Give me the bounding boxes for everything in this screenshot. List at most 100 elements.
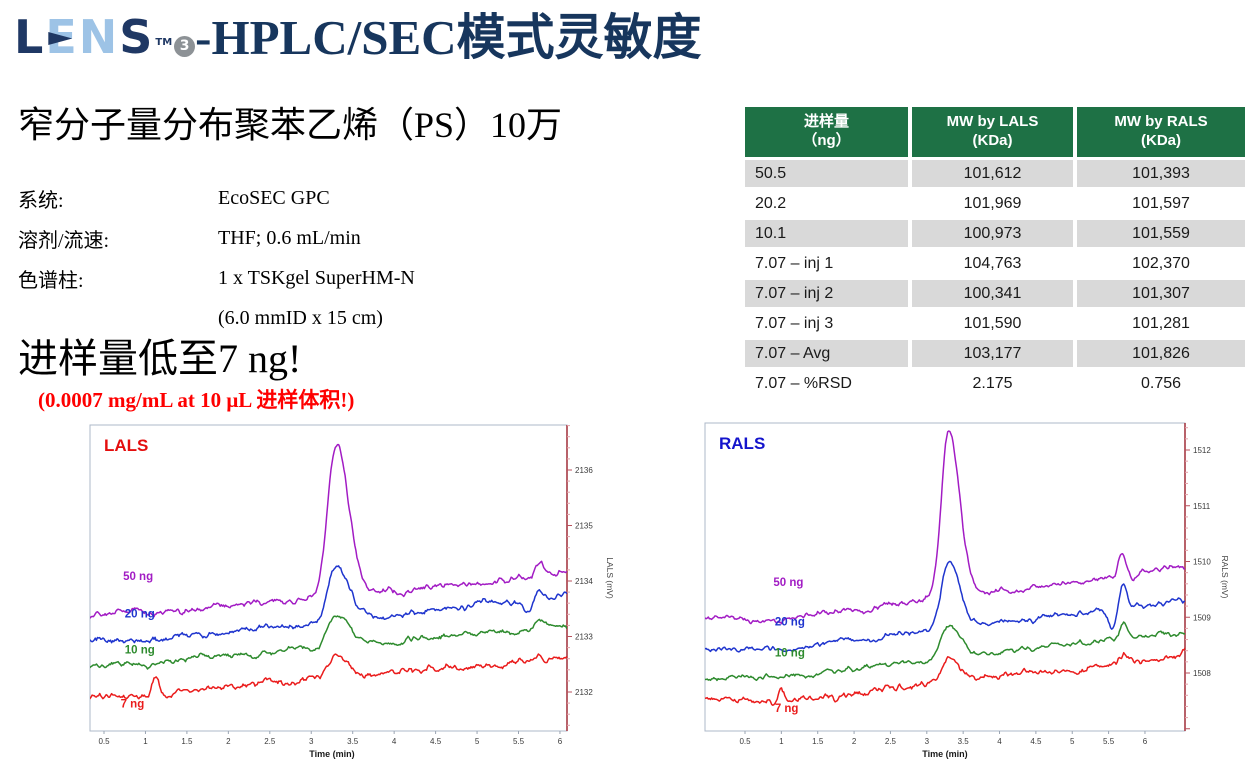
spec-row-system: 系统: EcoSEC GPC (18, 178, 415, 218)
lals-chart: 2132 2133 2134 2135 2136 LALS (mV) 0.5 1 1.5 2 2.5… (85, 418, 630, 767)
table-header-cell: MW by RALS (KDa) (1073, 107, 1245, 157)
table-cell: 2.175 (908, 370, 1073, 397)
y-axis-title: LALS (mV) (605, 557, 615, 599)
y-tick-label: 1511 (1193, 502, 1211, 511)
trace-7ng (705, 647, 1185, 706)
x-tick-label: 1.5 (812, 737, 824, 746)
detector-label: LALS (104, 436, 148, 455)
series-label: 7 ng (775, 703, 799, 715)
injection-claim: 进样量低至7 ng! (18, 336, 302, 381)
x-tick-label: 2 (852, 737, 857, 746)
table-row: 7.07 – inj 1 104,763 102,370 (745, 250, 1245, 277)
table-cell: 50.5 (745, 160, 908, 187)
table-header-cell: 进样量 （ng） (745, 107, 908, 157)
table-row: 50.5 101,612 101,393 (745, 160, 1245, 187)
x-tick-label: 1 (779, 737, 784, 746)
logo-letter-e: E (45, 8, 78, 66)
y-tick-label: 2134 (575, 577, 593, 586)
spec-label: 溶剂/流速: (18, 229, 110, 252)
trace-7ng (90, 653, 567, 700)
sample-heading: 窄分子量分布聚苯乙烯（PS）10万 (18, 105, 563, 145)
x-tick-label: 1.5 (181, 737, 193, 746)
y-tick-label: 2132 (575, 688, 593, 697)
y-tick-label: 2136 (575, 466, 593, 475)
table-cell: 7.07 – Avg (745, 340, 908, 367)
lals-chromatogram-svg: 2132 2133 2134 2135 2136 LALS (mV) 0.5 1 1.5 2 2.5… (89, 424, 615, 759)
y-tick-label: 1508 (1193, 669, 1211, 678)
mw-table-container: 进样量 （ng） MW by LALS (KDa) MW by RALS (KDa) … (745, 104, 1245, 400)
x-tick-label: 4 (997, 737, 1002, 746)
table-cell: 101,307 (1073, 280, 1245, 307)
traces-group (705, 430, 1185, 706)
page-title: -HPLC/SEC模式灵敏度 (195, 10, 702, 65)
rals-chart: 1508 1509 1510 1511 1512 RALS (mV) 0.5 1 1.5 2 2.5… (700, 416, 1245, 767)
trace-50ng (705, 430, 1185, 625)
x-tick-label: 6 (558, 737, 563, 746)
mw-table: 进样量 （ng） MW by LALS (KDa) MW by RALS (KDa) … (745, 104, 1245, 400)
x-tick-label: 5 (1070, 737, 1075, 746)
trace-10ng (705, 621, 1185, 682)
x-tick-label: 2.5 (264, 737, 276, 746)
x-tick-label: 4 (392, 737, 397, 746)
x-tick-label: 3.5 (958, 737, 970, 746)
table-cell: 101,590 (908, 310, 1073, 337)
y-tick-label: 1510 (1193, 558, 1211, 567)
spec-row-column: 色谱柱: 1 x TSKgel SuperHM-N (18, 258, 415, 298)
x-tick-label: 0.5 (98, 737, 110, 746)
table-cell: 101,281 (1073, 310, 1245, 337)
y-tick-label: 2133 (575, 633, 593, 642)
x-tick-label: 4.5 (1030, 737, 1042, 746)
x-tick-label: 0.5 (739, 737, 751, 746)
table-cell: 101,559 (1073, 220, 1245, 247)
x-axis-title: Time (min) (309, 749, 354, 759)
table-cell: 0.756 (1073, 370, 1245, 397)
table-row: 10.1 100,973 101,559 (745, 220, 1245, 247)
logo-letter-s: S (119, 10, 155, 64)
table-cell: 20.2 (745, 190, 908, 217)
header: L E N S TM 3 -HPLC/SEC模式灵敏度 (14, 8, 702, 72)
table-row: 7.07 – %RSD 2.175 0.756 (745, 370, 1245, 397)
table-row: 7.07 – Avg 103,177 101,826 (745, 340, 1245, 367)
y-axis-title: RALS (mV) (1220, 556, 1230, 599)
concentration-note: (0.0007 mg/mL at 10 μL 进样体积!) (38, 388, 355, 412)
x-tick-label: 3 (925, 737, 930, 746)
trace-10ng (90, 615, 567, 670)
table-row: 7.07 – inj 2 100,341 101,307 (745, 280, 1245, 307)
table-cell: 100,341 (908, 280, 1073, 307)
x-axis-title: Time (min) (922, 749, 967, 759)
spec-value: THF; 0.6 mL/min (218, 226, 361, 249)
x-tick-label: 6 (1143, 737, 1148, 746)
x-tick-label: 2 (226, 737, 231, 746)
lens-logo: L E N S TM 3 (14, 8, 196, 72)
table-cell: 7.07 – %RSD (745, 370, 908, 397)
rals-chromatogram-svg: 1508 1509 1510 1511 1512 RALS (mV) 0.5 1 1.5 2 2.5… (704, 422, 1230, 759)
spec-label: 系统: (18, 189, 64, 212)
table-row: 7.07 – inj 3 101,590 101,281 (745, 310, 1245, 337)
y-tick-label: 2135 (575, 522, 593, 531)
trace-50ng (90, 443, 567, 619)
x-tick-label: 2.5 (885, 737, 897, 746)
table-cell: 101,597 (1073, 190, 1245, 217)
plot-area (90, 425, 567, 731)
table-cell: 7.07 – inj 2 (745, 280, 908, 307)
logo-letter-n: N (78, 10, 120, 64)
x-tick-label: 3 (309, 737, 314, 746)
spec-list: 系统: EcoSEC GPC 溶剂/流速: THF; 0.6 mL/min 色谱… (18, 178, 415, 338)
table-cell: 101,612 (908, 160, 1073, 187)
table-header-row: 进样量 （ng） MW by LALS (KDa) MW by RALS (KDa) (745, 107, 1245, 157)
x-tick-label: 1 (143, 737, 148, 746)
table-cell: 101,969 (908, 190, 1073, 217)
series-label: 20 ng (775, 617, 805, 629)
table-cell: 101,393 (1073, 160, 1245, 187)
x-tick-label: 5 (475, 737, 480, 746)
spec-value: (6.0 mmID x 15 cm) (218, 306, 383, 329)
y-tick-label: 1512 (1193, 446, 1211, 455)
spec-row-solvent: 溶剂/流速: THF; 0.6 mL/min (18, 218, 415, 258)
table-header-cell: MW by LALS (KDa) (908, 107, 1073, 157)
spec-label: 色谱柱: (18, 269, 84, 292)
table-row: 20.2 101,969 101,597 (745, 190, 1245, 217)
x-tick-label: 5.5 (1103, 737, 1115, 746)
mw-table-body: 50.5 101,612 101,393 20.2 101,969 101,597 10.1… (745, 160, 1245, 397)
spec-row-column-dims: (6.0 mmID x 15 cm) (18, 298, 415, 338)
trace-20ng (90, 565, 567, 644)
